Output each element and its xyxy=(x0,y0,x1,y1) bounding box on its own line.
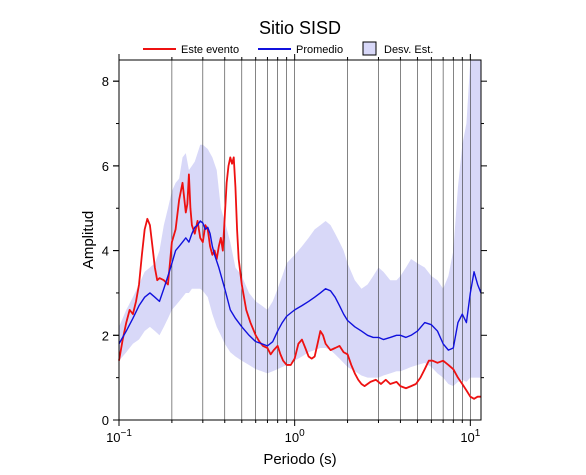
y-axis-label: Amplitud xyxy=(80,211,97,269)
std-dev-band-layer xyxy=(119,60,481,387)
series-layer xyxy=(118,156,482,400)
legend-label: Desv. Est. xyxy=(384,44,433,56)
legend-swatch xyxy=(362,41,377,56)
plot-area: 0 2 4 6 8 10−1 100 101 xyxy=(102,54,487,445)
x-tick-label: 10−1 xyxy=(106,428,132,445)
x-tick-label: 100 xyxy=(285,428,305,445)
y-tick-label: 0 xyxy=(102,413,109,428)
x-axis-label: Periodo (s) xyxy=(263,451,336,468)
legend: Este evento Promedio Desv. Est. xyxy=(143,41,433,56)
y-tick-label: 4 xyxy=(102,244,109,259)
series-line xyxy=(118,220,482,351)
std-dev-band xyxy=(119,60,481,387)
x-tick-label: 101 xyxy=(460,428,480,445)
chart-title: Sitio SISD xyxy=(259,18,341,38)
grid-layer xyxy=(171,60,471,420)
y-tick-label: 8 xyxy=(102,74,109,89)
y-tick-label: 6 xyxy=(102,159,109,174)
series-line xyxy=(118,156,481,400)
axis-layer: 0 2 4 6 8 10−1 100 101 xyxy=(102,54,487,445)
plot-frame xyxy=(118,59,482,421)
y-tick-label: 2 xyxy=(102,328,109,343)
legend-label: Este evento xyxy=(181,44,239,56)
legend-label: Promedio xyxy=(296,44,343,56)
